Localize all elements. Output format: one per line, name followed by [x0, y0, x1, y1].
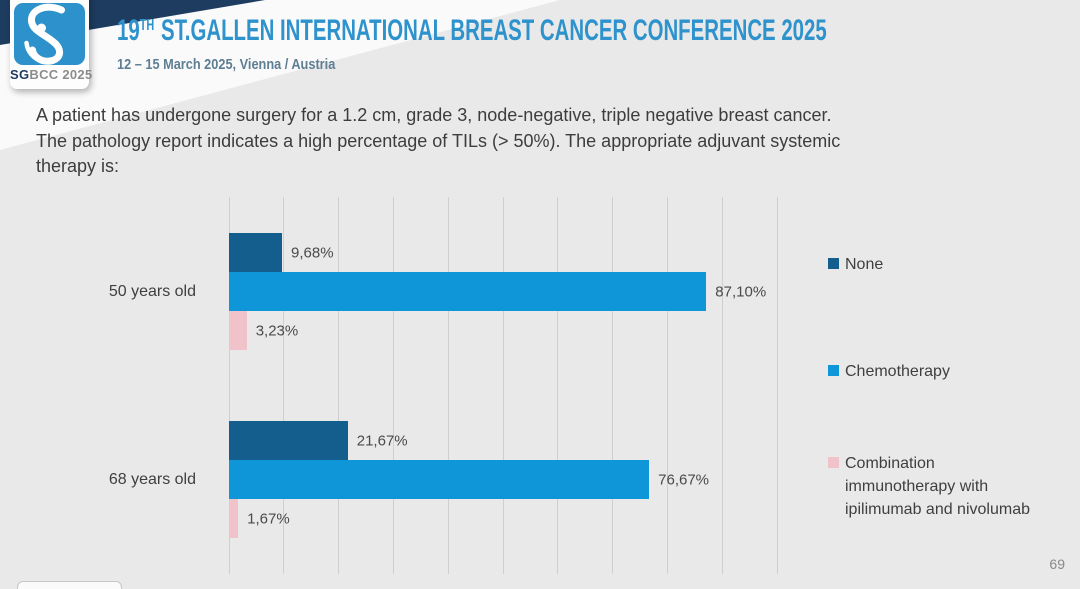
gridline-100	[776, 197, 778, 574]
bar-value-label: 76,67%	[658, 471, 710, 488]
bar-68-years-old-combination	[229, 499, 239, 538]
legend-item-combination: Combination immunotherapy with ipilimuma…	[828, 452, 1030, 521]
bar-value-label: 21,67%	[356, 432, 408, 449]
category-label-68-years-old: 68 years old	[108, 470, 196, 488]
bar-value-label: 1,67%	[247, 510, 290, 527]
question-line-2: The pathology report indicates a high pe…	[36, 130, 841, 151]
gridline-60	[557, 197, 559, 574]
bar-value-label: 87,10%	[715, 283, 767, 300]
conference-subtitle: 12 – 15 March 2025, Vienna / Austria	[117, 56, 336, 73]
legend-label: Combination immunotherapy with ipilimuma…	[845, 455, 1030, 518]
gridline-70	[612, 197, 614, 574]
bar-68-years-old-chemotherapy	[229, 460, 650, 499]
category-label-50-years-old: 50 years old	[108, 282, 196, 300]
legend-label: None	[845, 256, 884, 273]
logo-text-sg: SG	[10, 67, 30, 82]
plot-area: 9,68% 21,67% 87,10% 76,67% 3,23% 1,67%	[228, 197, 778, 574]
bar-50-years-old-chemotherapy	[229, 272, 707, 311]
breast-glyph-icon	[24, 3, 65, 65]
question-text: A patient has undergone surgery for a 1.…	[36, 103, 840, 180]
gridline-30	[392, 197, 394, 574]
page-number: 69	[1049, 556, 1065, 572]
legend-swatch-icon	[828, 258, 839, 269]
gridline-90	[721, 197, 723, 574]
gridline-10	[283, 197, 285, 574]
question-line-1: A patient has undergone surgery for a 1.…	[36, 105, 832, 125]
header: 19TH ST.GALLEN INTERNATIONAL BREAST CANCE…	[117, 13, 1080, 73]
title-number: 19	[117, 14, 140, 47]
bar-50-years-old-combination	[229, 311, 247, 350]
question-line-3: therapy is:	[36, 156, 120, 176]
bar-value-label: 9,68%	[291, 244, 334, 261]
legend-item-none: None	[828, 253, 1030, 276]
bar-68-years-old-none	[229, 421, 348, 460]
bar-value-label: 3,23%	[255, 322, 299, 339]
legend-swatch-icon	[828, 365, 839, 376]
sgbcc-logo: SGBCC 2025	[10, 0, 93, 89]
gridline-80	[666, 197, 668, 574]
legend-swatch-icon	[828, 457, 839, 468]
gridline-20	[338, 197, 340, 574]
gridline-40	[447, 197, 449, 574]
sgbcc-logo-text: SGBCC 2025	[10, 67, 93, 82]
gridline-0	[228, 197, 230, 574]
title-ordinal-suffix: TH	[139, 17, 155, 34]
conference-title: 19TH ST.GALLEN INTERNATIONAL BREAST CANCE…	[117, 13, 827, 54]
legend-label: Chemotherapy	[845, 363, 950, 380]
bottom-left-overlay	[17, 581, 122, 589]
legend-item-chemotherapy: Chemotherapy	[828, 360, 1030, 383]
gridline-50	[502, 197, 504, 574]
bar-50-years-old-none	[229, 233, 283, 272]
sgbcc-logo-mark	[14, 3, 85, 65]
logo-text-bcc: BCC 2025	[29, 67, 93, 82]
title-text: ST.GALLEN INTERNATIONAL BREAST CANCER CO…	[160, 14, 827, 47]
